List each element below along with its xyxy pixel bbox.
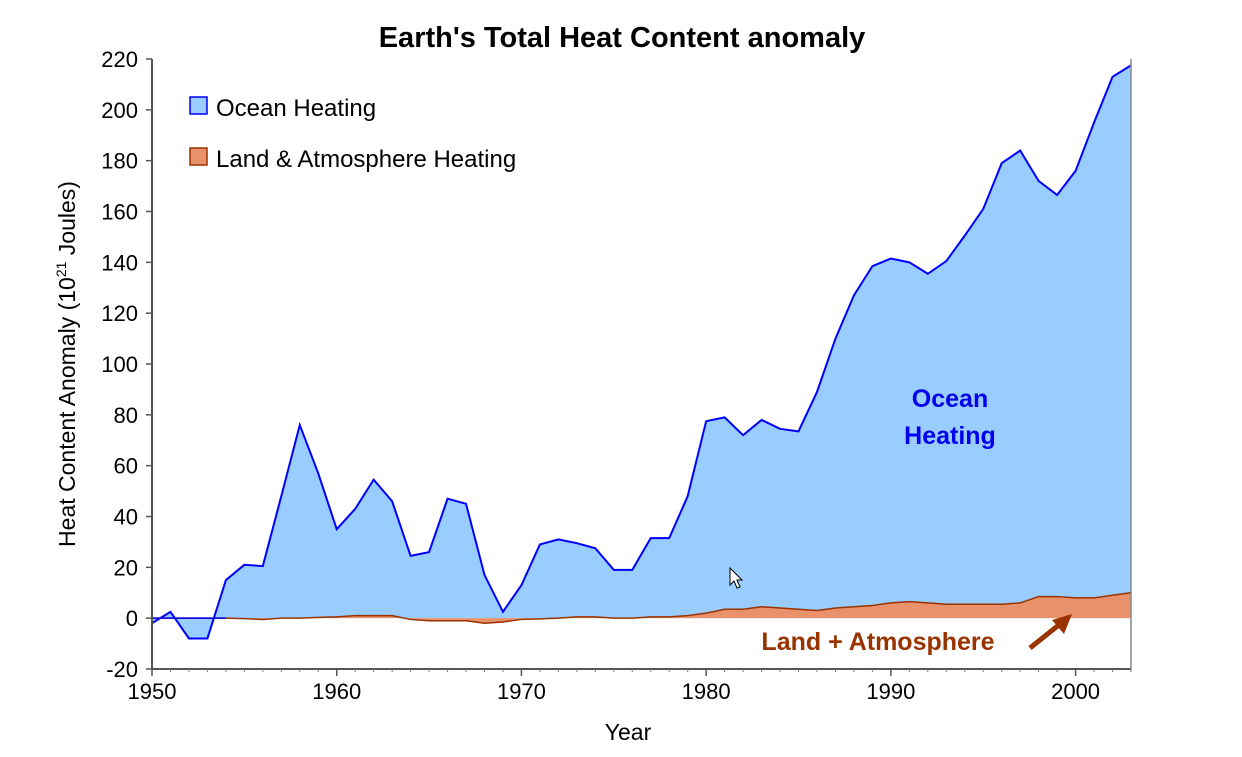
ocean-area <box>152 65 1131 639</box>
y-tick-label: 160 <box>101 200 138 225</box>
legend: Ocean Heating Land & Atmosphere Heating <box>189 95 516 173</box>
annotation-ocean-line2: Heating <box>904 422 996 450</box>
x-tick-label: 1980 <box>682 679 731 704</box>
y-tick-label: 0 <box>126 606 138 631</box>
x-tick-label: 1970 <box>497 679 546 704</box>
ocean-line <box>151 64 1132 640</box>
chart-title: Earth's Total Heat Content anomaly <box>379 22 866 54</box>
legend-swatch-land <box>189 147 208 166</box>
legend-label-ocean: Ocean Heating <box>216 95 376 122</box>
y-tick-label: 80 <box>114 403 138 428</box>
y-tick-label: 140 <box>101 250 138 275</box>
x-axis-label: Year <box>605 719 652 745</box>
legend-swatch-ocean <box>189 96 208 115</box>
y-tick-label: 120 <box>101 301 138 326</box>
annotation-ocean-line1: Ocean <box>912 385 988 413</box>
annotation-land: Land + Atmosphere <box>761 628 994 656</box>
land-area <box>152 592 1131 624</box>
y-tick-label: 40 <box>114 505 138 530</box>
legend-label-land: Land & Atmosphere Heating <box>216 146 516 173</box>
x-tick-label: 1990 <box>866 679 915 704</box>
y-tick-label: 60 <box>114 454 138 479</box>
x-tick-label: 1950 <box>128 679 177 704</box>
x-tick-label: 2000 <box>1051 679 1100 704</box>
mouse-cursor-icon <box>729 566 744 589</box>
y-tick-label: 220 <box>101 47 138 72</box>
y-tick-label: 200 <box>101 98 138 123</box>
y-tick-label: 100 <box>101 352 138 377</box>
land-line <box>152 592 1132 625</box>
y-axis-label: Heat Content Anomaly (1021 Joules) <box>53 181 80 547</box>
y-tick-label: -20 <box>106 657 138 682</box>
x-tick-label: 1960 <box>312 679 361 704</box>
arrow-icon <box>1028 614 1072 650</box>
y-tick-label: 180 <box>101 149 138 174</box>
y-tick-label: 20 <box>114 555 138 580</box>
